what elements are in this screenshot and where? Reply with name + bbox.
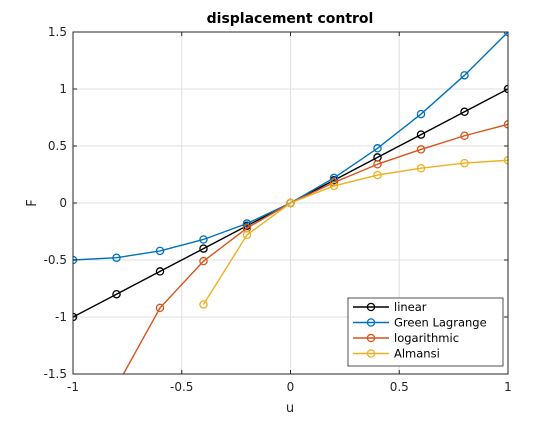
data-point xyxy=(416,163,426,173)
x-axis-label: u xyxy=(286,401,294,416)
x-tick-label: 1 xyxy=(504,380,512,394)
x-tick-label: -1 xyxy=(67,380,79,394)
data-point xyxy=(155,246,165,256)
legend-marker xyxy=(366,349,376,358)
data-point xyxy=(242,230,252,240)
data-point xyxy=(460,158,469,168)
legend-item-green-lagrange: Green Lagrange xyxy=(353,316,487,330)
data-point xyxy=(329,173,339,183)
legend-marker xyxy=(366,302,376,312)
data-point xyxy=(155,303,165,313)
x-tick-label: 0.5 xyxy=(390,380,409,394)
data-point xyxy=(416,109,426,119)
x-tick-label: 0 xyxy=(287,380,295,394)
data-point xyxy=(373,170,382,180)
legend-label: linear xyxy=(394,300,427,314)
data-point xyxy=(416,130,426,139)
y-tick-label: 0 xyxy=(59,196,67,210)
x-tick-label: -0.5 xyxy=(170,380,193,394)
data-point xyxy=(199,256,208,266)
data-point xyxy=(460,131,469,140)
y-axis-label: F xyxy=(25,199,40,206)
legend-label: Green Lagrange xyxy=(394,316,487,330)
data-point xyxy=(113,383,120,390)
series-line-logarithmic xyxy=(122,123,508,374)
y-tick-label: -1 xyxy=(55,310,67,324)
data-point xyxy=(373,144,382,153)
series-line-almansi xyxy=(202,159,508,305)
y-tick-label: 0.5 xyxy=(48,139,67,153)
data-point xyxy=(416,145,426,154)
data-point xyxy=(199,300,208,309)
data-point xyxy=(199,244,208,253)
data-point xyxy=(329,181,339,191)
data-point xyxy=(460,71,469,80)
data-point xyxy=(112,289,121,299)
legend-marker xyxy=(366,318,376,327)
y-tick-label: 1.5 xyxy=(48,25,67,39)
legend-label: Almansi xyxy=(394,347,440,361)
chart-title: displacement control xyxy=(207,11,374,27)
legend-item-logarithmic: logarithmic xyxy=(353,331,459,345)
data-point xyxy=(155,267,165,276)
y-tick-label: -0.5 xyxy=(44,253,67,267)
data-point xyxy=(373,159,382,169)
legend-label: logarithmic xyxy=(394,331,459,345)
y-tick-label: -1.5 xyxy=(44,367,67,381)
data-point xyxy=(286,198,295,208)
data-point xyxy=(242,219,252,228)
legend-item-almansi: Almansi xyxy=(353,347,440,361)
legend-item-linear: linear xyxy=(353,300,427,314)
legend-marker xyxy=(366,333,376,343)
data-point xyxy=(112,253,121,262)
data-point xyxy=(199,235,208,244)
series-layer xyxy=(73,32,508,390)
ticks: -1 -0.5 0 0.5 1-1.5-1-0.500.511.5 xyxy=(44,25,512,394)
data-point xyxy=(460,107,469,117)
y-tick-label: 1 xyxy=(59,82,67,96)
